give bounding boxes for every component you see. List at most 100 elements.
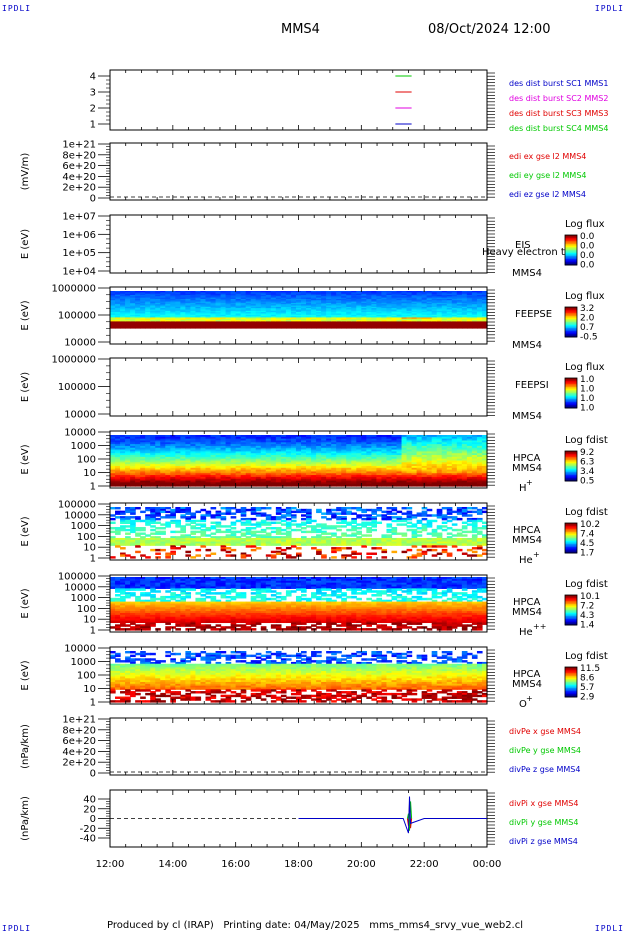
feepse-cell — [270, 297, 277, 300]
feepse-cell — [401, 296, 408, 299]
hpca_h-cell — [215, 453, 222, 456]
hpca_h-cell — [125, 471, 131, 474]
hpca_h-cell — [416, 451, 423, 454]
hpca_h-cell — [481, 445, 488, 449]
hpca_h-cell — [215, 460, 222, 463]
hpca_h-cell — [275, 456, 282, 460]
feepse-cell — [451, 308, 458, 311]
feepse-cell — [265, 314, 272, 317]
feepse-cell — [280, 308, 287, 311]
feepse-cell — [255, 297, 262, 300]
hpca_h-cell — [230, 469, 237, 473]
feepse-cell — [401, 320, 408, 322]
feepse-cell — [441, 296, 448, 299]
hpca_h-cell — [471, 482, 478, 485]
hpca_h-cell — [301, 440, 307, 443]
hpca_h-cell — [190, 435, 197, 438]
hpca_h-cell — [321, 455, 327, 458]
hpca_h-cell — [200, 451, 207, 454]
feepse-cell — [416, 300, 423, 303]
hpca_h-cell — [145, 435, 151, 438]
hpca_h-cell — [371, 436, 378, 440]
feepse-cell — [215, 304, 222, 307]
feepse-cell — [411, 324, 418, 326]
feepse-cell — [421, 298, 428, 301]
hpca_he-cell — [155, 512, 161, 515]
feepse-cell — [366, 296, 372, 299]
feepse-cell — [451, 306, 458, 309]
hpca_h-cell — [311, 480, 317, 483]
hpca_h-cell — [290, 447, 297, 451]
feepse-cell — [230, 310, 237, 313]
hpca_h-cell — [135, 445, 141, 449]
feepse-cell — [130, 318, 136, 321]
feepse-cell — [306, 293, 312, 296]
hpca_he-cell — [155, 507, 161, 510]
feepse-cell — [150, 308, 156, 311]
hpca_he-cell — [155, 521, 161, 524]
feepse-cell — [260, 304, 267, 307]
feepse-cell — [411, 298, 418, 301]
hpca_h-cell — [205, 467, 212, 471]
eis-colorbar-title: Log flux — [565, 219, 605, 230]
hpca_h-cell — [301, 467, 307, 471]
hpca_h-cell — [406, 465, 413, 469]
feepse-cell — [230, 292, 237, 295]
hpca_h-cell — [476, 453, 483, 456]
hpca_h-cell — [456, 471, 463, 474]
hpca_he-cell — [125, 508, 131, 512]
hpca_h-cell — [195, 482, 202, 485]
feepse-cell — [165, 300, 171, 303]
feepse-cell — [280, 321, 287, 324]
hpca_h-cell — [316, 440, 322, 443]
hpca_h-cell — [130, 462, 136, 465]
hpca_h-cell — [401, 449, 408, 452]
feepse-cell — [301, 298, 307, 301]
hpca_h-ytick-label: 10000 — [64, 428, 96, 439]
hpca_h-cell — [255, 475, 262, 478]
feepse-cell — [441, 292, 448, 295]
hpca_h-cell — [130, 467, 136, 471]
feepse-cell — [190, 318, 197, 321]
feepse-cell — [250, 298, 257, 301]
feepse-cell — [230, 320, 237, 322]
hpca_h-cell — [150, 462, 156, 465]
feepse-cell — [115, 325, 121, 328]
hpca_h-cell — [411, 435, 418, 438]
feepse-cell — [471, 309, 478, 312]
hpca_h-cell — [416, 458, 423, 462]
feepse-cell — [240, 300, 247, 303]
hpca_h-cell — [366, 482, 372, 485]
feepse-cell — [200, 308, 207, 311]
feepse-cell — [140, 293, 146, 296]
hpca_h-cell — [230, 447, 237, 451]
hpca_h-cell — [120, 436, 126, 440]
feepse-cell — [215, 291, 222, 293]
hpca_h-cell — [386, 484, 393, 487]
hpca_h-cell — [481, 480, 488, 483]
hpca_h-cell — [466, 462, 473, 465]
feepse-cell — [371, 326, 378, 329]
feepse-cell — [205, 300, 212, 303]
hpca_h-cell — [336, 480, 342, 483]
hpca_h-cell — [481, 442, 488, 445]
hpca_h-cell — [215, 465, 222, 469]
hpca_h-cell — [155, 480, 161, 483]
feepse-cell — [436, 296, 443, 299]
feepse-cell — [185, 318, 192, 321]
feepse-cell — [250, 301, 257, 304]
hpca_h-cell — [366, 456, 372, 460]
hpca_h-cell — [381, 453, 388, 456]
hpca_h-cell — [396, 455, 403, 458]
feepse-cell — [200, 321, 207, 324]
hpca_h-cell — [225, 451, 232, 454]
hpca_h-cell — [255, 482, 262, 485]
hpca_h-cell — [476, 455, 483, 458]
feepse-cell — [431, 320, 438, 322]
feepse-cell — [110, 294, 116, 297]
feepse-cell — [110, 305, 116, 308]
hpca_h-cell — [436, 460, 443, 463]
hpca_h-cell — [446, 465, 453, 469]
hpca_h-cell — [130, 445, 136, 449]
feepse-cell — [371, 313, 378, 316]
